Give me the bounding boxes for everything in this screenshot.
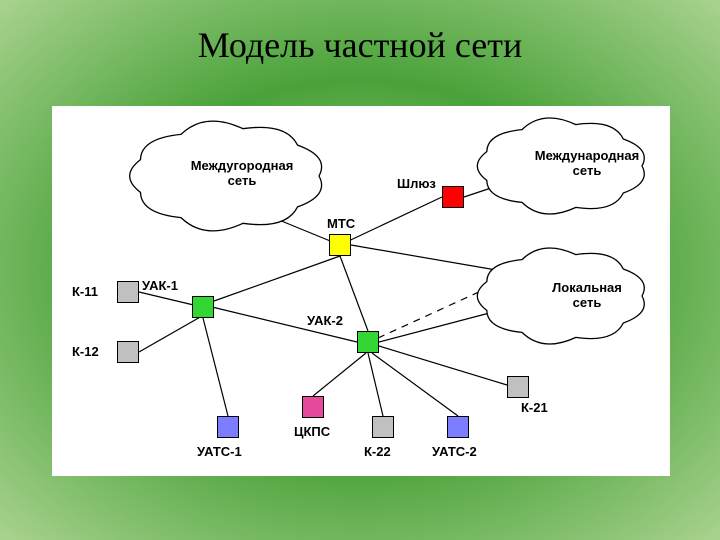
node-mtc: [329, 234, 351, 256]
node-label-k21: К-21: [521, 400, 548, 415]
node-label-uatc1: УАТС-1: [197, 444, 242, 459]
edge: [203, 318, 228, 416]
node-label-gate: Шлюз: [397, 176, 436, 191]
node-gate: [442, 186, 464, 208]
node-k12: [117, 341, 139, 363]
edge: [313, 353, 366, 396]
edge: [379, 346, 507, 385]
page-title: Модель частной сети: [0, 24, 720, 66]
edge: [351, 245, 502, 271]
node-label-uak1: УАК-1: [142, 278, 178, 293]
cloud-label-intercity: Междугороднаясеть: [172, 158, 312, 188]
diagram-container: Междугороднаясеть Международнаясеть Локаль…: [52, 106, 670, 476]
edge: [368, 353, 383, 416]
slide-root: Модель частной сети МеждугороднаясетьМеж…: [0, 0, 720, 540]
node-k22: [372, 416, 394, 438]
node-label-ckpc: ЦКПС: [294, 424, 330, 439]
node-label-uatc2: УАТС-2: [432, 444, 477, 459]
node-label-k12: К-12: [72, 344, 99, 359]
edge: [372, 353, 458, 416]
node-label-uak2: УАК-2: [307, 313, 343, 328]
node-uak2: [357, 331, 379, 353]
node-uatc2: [447, 416, 469, 438]
edge: [340, 197, 442, 245]
edge: [378, 286, 492, 338]
edge: [214, 256, 340, 301]
node-uak1: [192, 296, 214, 318]
node-k11: [117, 281, 139, 303]
cloud-label-local: Локальнаясеть: [527, 280, 647, 310]
node-label-k11: К-11: [72, 284, 98, 299]
title-text: Модель частной сети: [198, 25, 522, 65]
node-uatc1: [217, 416, 239, 438]
edge: [139, 316, 202, 352]
node-label-k22: К-22: [364, 444, 391, 459]
edge: [340, 256, 368, 331]
edge: [379, 311, 497, 342]
node-ckpc: [302, 396, 324, 418]
node-label-mtc: МТС: [327, 216, 355, 231]
node-k21: [507, 376, 529, 398]
cloud-label-intl: Международнаясеть: [512, 148, 662, 178]
